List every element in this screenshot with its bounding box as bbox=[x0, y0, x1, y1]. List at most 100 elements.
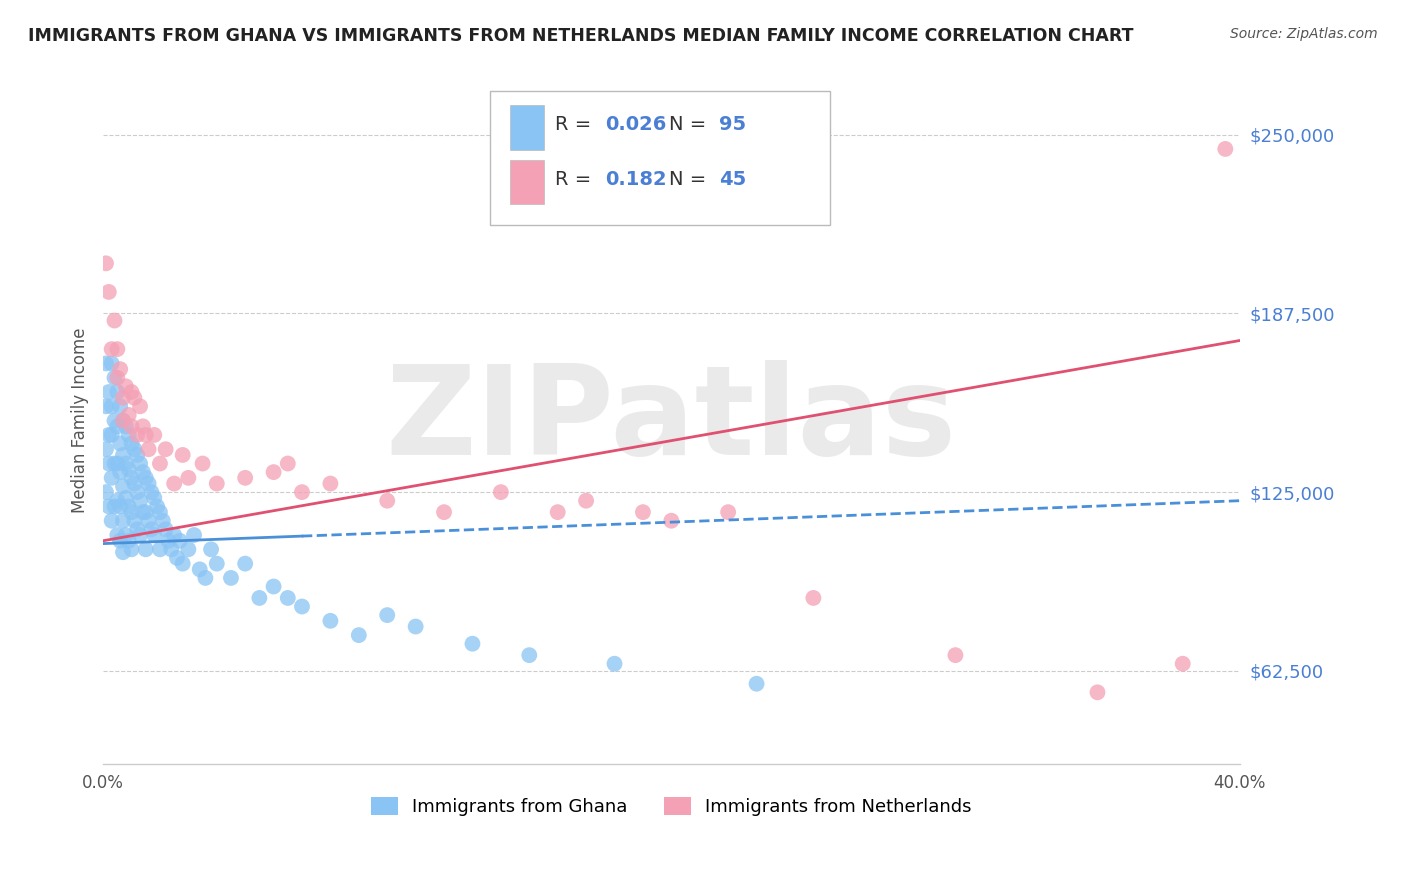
Point bbox=[717, 505, 740, 519]
Point bbox=[105, 528, 128, 542]
Point bbox=[129, 457, 152, 471]
Point bbox=[138, 514, 160, 528]
Point bbox=[172, 448, 194, 462]
Point bbox=[111, 514, 134, 528]
Point bbox=[127, 522, 149, 536]
Point bbox=[143, 528, 166, 542]
Point bbox=[94, 442, 117, 457]
Point bbox=[169, 533, 191, 548]
Point bbox=[100, 342, 122, 356]
Point bbox=[135, 428, 157, 442]
Point bbox=[94, 485, 117, 500]
Point bbox=[108, 533, 131, 548]
Point bbox=[141, 522, 163, 536]
Point bbox=[129, 528, 152, 542]
Point bbox=[1171, 657, 1194, 671]
Point bbox=[108, 465, 131, 479]
Point bbox=[631, 505, 654, 519]
Point bbox=[94, 256, 117, 270]
Point bbox=[111, 391, 134, 405]
Text: ZIPatlas: ZIPatlas bbox=[385, 360, 957, 481]
Point bbox=[149, 457, 172, 471]
Point bbox=[121, 505, 143, 519]
Point bbox=[108, 362, 131, 376]
Point bbox=[277, 591, 299, 605]
Point bbox=[111, 545, 134, 559]
Point bbox=[108, 500, 131, 514]
Point bbox=[127, 485, 149, 500]
Point bbox=[118, 500, 141, 514]
Point bbox=[433, 505, 456, 519]
Point bbox=[94, 400, 117, 414]
Point bbox=[405, 619, 427, 633]
Point bbox=[105, 419, 128, 434]
Point bbox=[105, 370, 128, 384]
Point bbox=[127, 448, 149, 462]
Point bbox=[803, 591, 825, 605]
Point bbox=[135, 542, 157, 557]
Point bbox=[105, 493, 128, 508]
Point bbox=[575, 493, 598, 508]
Point bbox=[146, 500, 169, 514]
Point bbox=[121, 542, 143, 557]
FancyBboxPatch shape bbox=[489, 91, 831, 225]
Point bbox=[129, 493, 152, 508]
Point bbox=[132, 505, 155, 519]
Point bbox=[163, 476, 186, 491]
Point bbox=[263, 580, 285, 594]
Point bbox=[121, 384, 143, 399]
Point bbox=[124, 391, 146, 405]
Point bbox=[132, 465, 155, 479]
Text: N =: N = bbox=[669, 115, 713, 134]
Point bbox=[233, 557, 256, 571]
Point bbox=[100, 471, 122, 485]
Text: N =: N = bbox=[669, 170, 713, 189]
Point bbox=[291, 599, 314, 614]
Y-axis label: Median Family Income: Median Family Income bbox=[72, 328, 89, 514]
Point bbox=[659, 514, 682, 528]
Point bbox=[129, 400, 152, 414]
Point bbox=[118, 462, 141, 476]
Point bbox=[143, 491, 166, 505]
Legend: Immigrants from Ghana, Immigrants from Netherlands: Immigrants from Ghana, Immigrants from N… bbox=[364, 789, 979, 823]
Point bbox=[166, 550, 188, 565]
Point bbox=[97, 500, 120, 514]
Text: IMMIGRANTS FROM GHANA VS IMMIGRANTS FROM NETHERLANDS MEDIAN FAMILY INCOME CORREL: IMMIGRANTS FROM GHANA VS IMMIGRANTS FROM… bbox=[28, 27, 1133, 45]
Point bbox=[745, 677, 768, 691]
Point bbox=[191, 457, 214, 471]
Point bbox=[138, 442, 160, 457]
Point bbox=[143, 428, 166, 442]
Point bbox=[103, 500, 125, 514]
Point bbox=[319, 614, 342, 628]
Point bbox=[135, 471, 157, 485]
Text: 0.182: 0.182 bbox=[606, 170, 666, 189]
Point bbox=[111, 414, 134, 428]
Point bbox=[172, 557, 194, 571]
Point bbox=[97, 285, 120, 299]
Point bbox=[945, 648, 967, 662]
Point bbox=[103, 414, 125, 428]
Point bbox=[115, 528, 138, 542]
Point bbox=[108, 400, 131, 414]
Point bbox=[118, 533, 141, 548]
Point bbox=[121, 419, 143, 434]
Point bbox=[1215, 142, 1237, 156]
Point bbox=[152, 514, 174, 528]
Point bbox=[111, 479, 134, 493]
Point bbox=[127, 428, 149, 442]
Point bbox=[547, 505, 569, 519]
Point bbox=[121, 436, 143, 450]
Point bbox=[100, 356, 122, 370]
Point bbox=[205, 557, 228, 571]
Point bbox=[115, 379, 138, 393]
Point bbox=[135, 505, 157, 519]
Point bbox=[461, 637, 484, 651]
Point bbox=[118, 408, 141, 422]
Point bbox=[115, 491, 138, 505]
Point bbox=[319, 476, 342, 491]
Point bbox=[375, 493, 398, 508]
Point bbox=[194, 571, 217, 585]
Point bbox=[103, 313, 125, 327]
Point bbox=[188, 562, 211, 576]
Point bbox=[108, 436, 131, 450]
